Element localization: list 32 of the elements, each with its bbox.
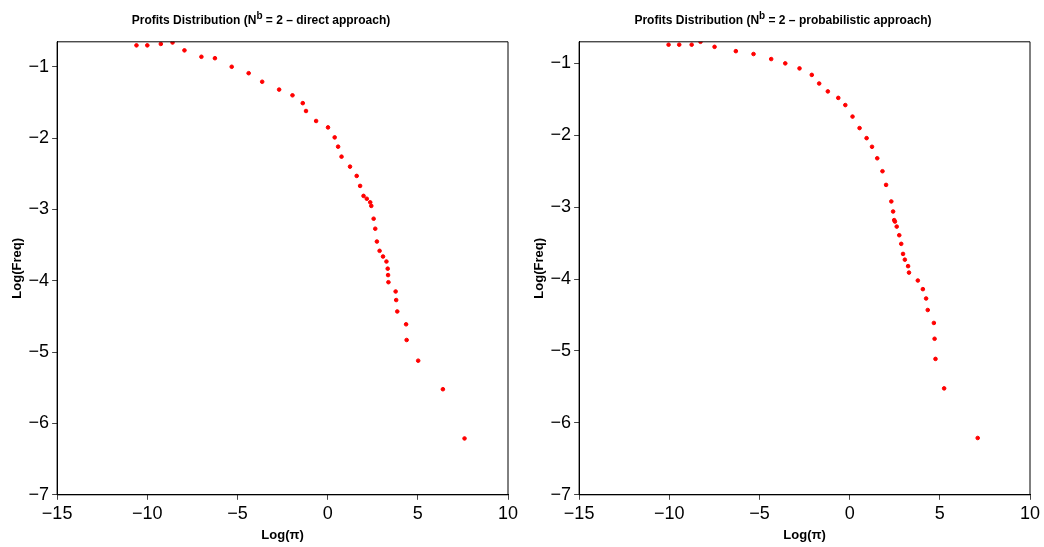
chart-title: Profits Distribution (N$^{b}$ = 2 – probabilistic approach) xyxy=(633,10,933,27)
x-tick-label: −15 xyxy=(41,502,73,523)
y-tick-label: −7 xyxy=(28,483,50,504)
y-tick-label: −2 xyxy=(550,124,572,145)
x-tick-label: 10 xyxy=(497,502,519,523)
y-tick-label: −4 xyxy=(28,269,50,290)
x-tick-label: 0 xyxy=(322,502,333,523)
y-tick-label: −7 xyxy=(550,483,572,504)
y-tick-label: −5 xyxy=(28,341,50,362)
x-tick-label: −15 xyxy=(563,502,595,523)
y-tick-label: −4 xyxy=(550,268,572,289)
x-tick-label: −10 xyxy=(132,502,163,523)
y-axis-title: Log(Freq) xyxy=(531,237,547,299)
y-axis-title: Log(Freq) xyxy=(9,237,25,299)
y-tick-label: −6 xyxy=(28,412,50,433)
y-tick-label: −2 xyxy=(28,127,50,148)
x-axis-title: Log(π) xyxy=(783,526,826,542)
chart-title: Profits Distribution (N$^{b}$ = 2 – direct approach) xyxy=(130,10,392,27)
y-tick-label: −1 xyxy=(28,55,50,76)
x-axis-title: Log(π) xyxy=(261,526,304,542)
x-tick-label: 10 xyxy=(1019,502,1041,523)
x-tick-label: 5 xyxy=(934,502,945,523)
x-tick-label: 0 xyxy=(844,502,855,523)
x-tick-label: −5 xyxy=(227,502,248,523)
x-tick-label: −10 xyxy=(654,502,685,523)
y-tick-label: −6 xyxy=(550,411,572,432)
x-tick-label: −5 xyxy=(749,502,770,523)
x-tick-label: 5 xyxy=(412,502,423,523)
y-tick-label: −1 xyxy=(550,52,572,73)
y-tick-label: −5 xyxy=(550,339,572,360)
y-tick-label: −3 xyxy=(28,198,50,219)
y-tick-label: −3 xyxy=(550,196,572,217)
